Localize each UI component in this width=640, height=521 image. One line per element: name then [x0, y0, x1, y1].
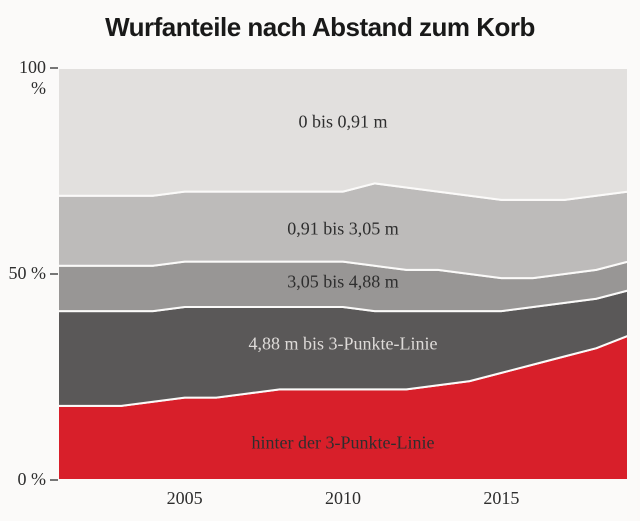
series-label-s3: 3,05 bis 4,88 m	[287, 272, 399, 293]
series-label-s1: 0 bis 0,91 m	[298, 111, 387, 132]
y-tick-label: 50 %	[9, 263, 47, 284]
x-tick-label: 2005	[155, 488, 215, 509]
series-label-s5: hinter der 3-Punkte-Linie	[252, 432, 435, 453]
y-tick-label: 0 %	[18, 469, 47, 490]
x-tick-label: 2015	[471, 488, 531, 509]
y-tick-label: 100 %	[0, 57, 46, 99]
series-label-s2: 0,91 bis 3,05 m	[287, 218, 399, 239]
area-s1	[58, 68, 628, 200]
series-label-s4: 4,88 m bis 3-Punkte-Linie	[249, 334, 438, 355]
chart-title: Wurfanteile nach Abstand zum Korb	[0, 12, 640, 43]
x-tick-label: 2010	[313, 488, 373, 509]
